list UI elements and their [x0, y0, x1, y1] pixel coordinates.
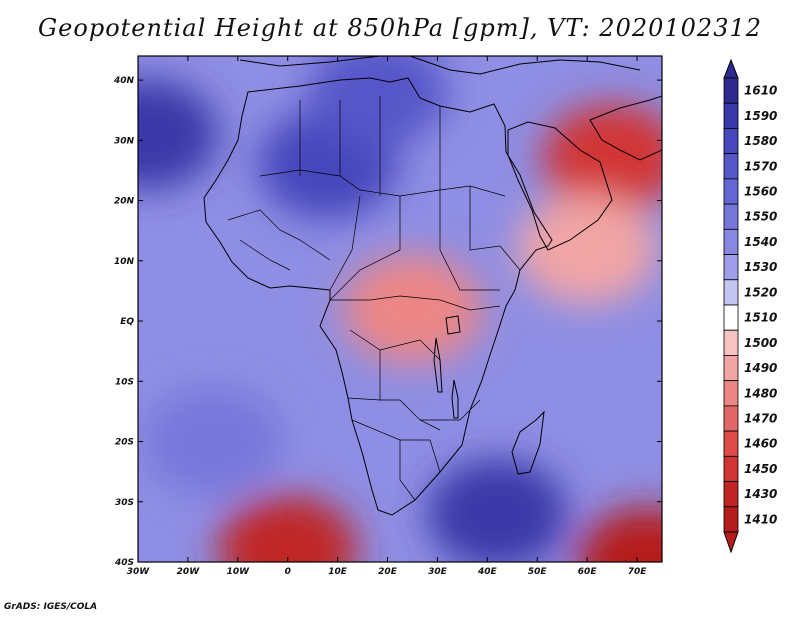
colorbar-label: 1490 — [744, 361, 777, 375]
colorbar-swatch — [723, 77, 739, 104]
colorbar-swatch — [723, 430, 739, 457]
y-tick-label: 20S — [115, 438, 134, 448]
y-tick-label: EQ — [120, 317, 134, 327]
y-tick-label: 10N — [114, 257, 135, 267]
colorbar: 1610 1590 1580 1570 1560 1550 1540 1530 1520 1510… — [723, 58, 777, 554]
colorbar-bottom-arrow — [723, 531, 739, 554]
field-shading — [138, 56, 662, 562]
colorbar-label: 1530 — [744, 260, 777, 274]
field-region-5 — [342, 254, 483, 364]
x-tick-label: 40E — [477, 567, 498, 577]
colorbar-swatch — [723, 405, 739, 432]
field-region-0 — [138, 79, 218, 190]
x-tick-label: 50E — [528, 567, 548, 577]
colorbar-swatch — [723, 178, 739, 205]
madagascar-coastline — [511, 410, 545, 475]
colorbar-swatch — [723, 203, 739, 230]
x-tick-label: 10W — [227, 567, 251, 577]
colorbar-label: 1470 — [744, 412, 777, 426]
colorbar-swatch — [723, 506, 739, 533]
x-tick-label: 20W — [177, 567, 201, 577]
colorbar-label: 1570 — [744, 159, 777, 173]
y-tick-label: 40S — [114, 558, 134, 568]
africa-coastline — [203, 77, 553, 516]
colorbar-swatch — [723, 304, 739, 331]
field-region-3 — [542, 103, 662, 214]
colorbar-swatch — [723, 228, 739, 255]
colorbar-swatch — [723, 380, 739, 407]
colorbar-swatch — [723, 355, 739, 382]
field-region-9 — [577, 507, 662, 562]
x-tick-label: 70E — [628, 567, 648, 577]
colorbar-swatch — [723, 254, 739, 281]
lake-tanganyika — [433, 337, 443, 393]
lake-victoria — [445, 315, 461, 335]
colorbar-swatch — [723, 481, 739, 508]
arabia-coastline — [507, 121, 613, 251]
colorbar-swatch — [723, 279, 739, 306]
x-tick-label: 60E — [578, 567, 598, 577]
y-tick-label: 30S — [115, 498, 134, 508]
coastlines — [203, 56, 662, 516]
map-frame — [137, 55, 663, 563]
height-field — [138, 56, 662, 562]
field-region-6 — [427, 458, 568, 562]
colorbar-label: 1610 — [744, 84, 777, 98]
chart-title: Geopotential Height at 850hPa [gpm], VT:… — [38, 14, 762, 42]
colorbar-label: 1460 — [744, 437, 777, 451]
colorbar-label: 1520 — [744, 285, 777, 299]
x-tick-label: 0 — [285, 567, 291, 577]
y-tick-label: 30N — [114, 136, 135, 146]
colorbar-swatch — [723, 128, 739, 155]
colorbar-label: 1580 — [744, 134, 777, 148]
grads-credit: GrADS: IGES/COLA — [4, 602, 98, 612]
y-tick-label: 40N — [113, 76, 135, 86]
field-region-8 — [217, 494, 358, 562]
y-tick-label: 20N — [114, 197, 135, 207]
iran-coastline — [589, 95, 662, 161]
colorbar-label: 1540 — [744, 235, 777, 249]
colorbar-label: 1510 — [744, 311, 777, 325]
axis-ticks: 30W 20W 10W 0 10E 20E 30E 40E 50E 60E 70E 40N 30N 20N… — [113, 56, 662, 577]
field-region-7 — [142, 386, 283, 497]
field-region-4 — [517, 193, 658, 304]
colorbar-label: 1450 — [744, 462, 777, 476]
x-tick-label: 20E — [378, 567, 398, 577]
colorbar-label: 1480 — [744, 386, 777, 400]
colorbar-label: 1590 — [744, 109, 777, 123]
colorbar-swatch — [723, 329, 739, 356]
x-tick-label: 30W — [127, 567, 151, 577]
europe-coastline — [239, 56, 641, 75]
colorbar-label: 1560 — [744, 185, 777, 199]
lake-malawi — [451, 379, 459, 419]
colorbar-top-arrow — [723, 58, 739, 79]
x-tick-label: 10E — [328, 567, 348, 577]
colorbar-swatch — [723, 102, 739, 129]
colorbar-label: 1500 — [744, 336, 777, 350]
colorbar-label: 1430 — [744, 487, 777, 501]
colorbar-swatch — [723, 455, 739, 482]
colorbar-swatch — [723, 153, 739, 180]
field-region-2 — [307, 56, 448, 148]
colorbar-label: 1410 — [744, 512, 777, 526]
x-tick-label: 30E — [428, 567, 448, 577]
y-tick-label: 10S — [115, 377, 134, 387]
colorbar-label: 1550 — [744, 210, 777, 224]
country-borders — [227, 96, 521, 501]
